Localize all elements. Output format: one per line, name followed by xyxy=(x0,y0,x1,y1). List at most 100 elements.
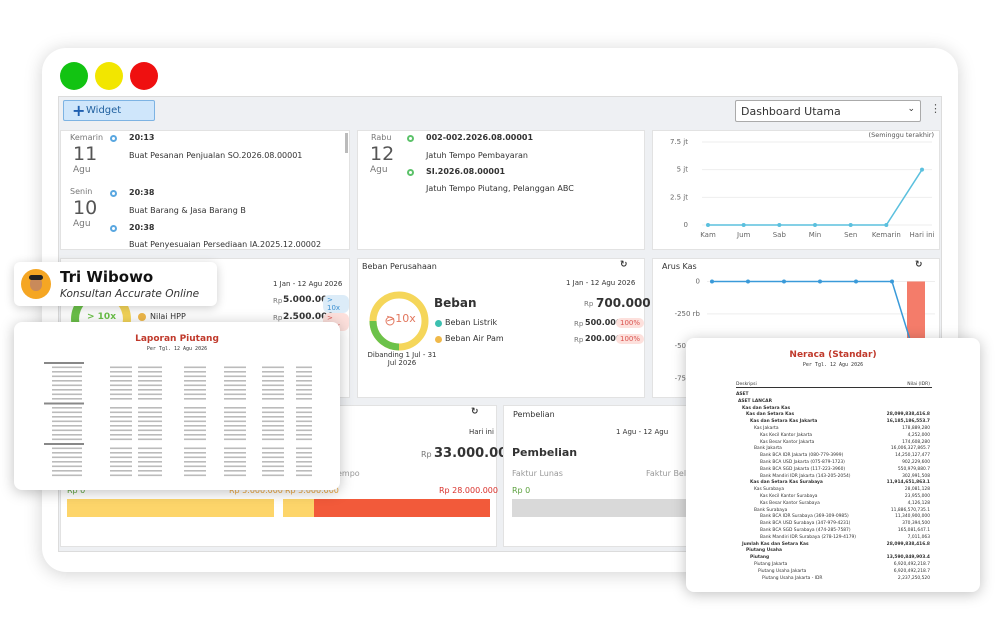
row: Bank BCA USD Jakarta (075-879-1723) 902,2… xyxy=(736,460,932,467)
point xyxy=(818,279,822,284)
button-label: Widget xyxy=(86,105,122,116)
pembelian-card: Pembelian 1 Agu - 12 Agu Pembelian Faktu… xyxy=(503,405,703,547)
point xyxy=(813,223,817,227)
compare: Dibanding 1 Jul - 31 Jul 2026 xyxy=(367,351,437,367)
point xyxy=(884,223,889,227)
activity-card: Kemarin 11 Agu 20:13 Buat Pesanan Penjua… xyxy=(60,130,350,250)
report-piutang: Laporan Piutang Per Tgl. 12 Agu 2026 xyxy=(14,322,340,490)
cell xyxy=(110,425,132,427)
row-name: Kas dan Setara Kas Surabaya xyxy=(750,480,823,486)
row: Bank BCA SGD Surabaya (474-285-7587) 165,… xyxy=(736,528,932,535)
event: Buat Pesanan Penjualan SO.2026.08.00001 xyxy=(129,151,303,160)
cell xyxy=(138,420,162,423)
item-value: 500.000 xyxy=(585,318,622,327)
amount: Rp 5.000.000 xyxy=(285,486,339,495)
cell xyxy=(110,452,132,454)
row-value: 13,590,849,903.4 xyxy=(886,555,930,561)
cell xyxy=(224,371,246,373)
legend: (Seminggu terakhir) xyxy=(869,131,934,139)
dot-red[interactable] xyxy=(130,62,158,90)
y-tick-label: 2.5 jt xyxy=(670,193,688,201)
widget-button[interactable]: + Widget xyxy=(63,100,155,121)
cell xyxy=(296,456,312,459)
refresh[interactable]: ↻ xyxy=(471,407,479,417)
row: Bank BCA SGD Jakarta (117-223-3960) 550,9… xyxy=(736,467,932,474)
cell xyxy=(296,393,312,396)
select-label: Dashboard Utama xyxy=(741,105,841,118)
row-head xyxy=(44,443,84,445)
cell xyxy=(224,425,246,427)
dot-yellow[interactable] xyxy=(95,62,123,90)
cell xyxy=(184,447,206,450)
refresh[interactable]: ↻ xyxy=(620,260,628,270)
x-tick-label: Sen xyxy=(844,231,857,239)
cell xyxy=(296,474,312,477)
row-head xyxy=(44,402,84,405)
cell xyxy=(184,366,206,369)
currency: Rp xyxy=(273,314,283,322)
row: Bank BCA IDR Surabaya (369-309-0985) 11,3… xyxy=(736,514,932,521)
row-value: 6,920,492,218.7 xyxy=(893,568,930,574)
row: Piutang Usaha Jakarta - IDR 2,237,250,520 xyxy=(736,576,932,583)
dot-green[interactable] xyxy=(60,62,88,90)
event: Buat Penyesuaian Persediaan IA.2025.12.0… xyxy=(129,240,322,249)
row-name: Kas Besar Kantor Jakarta xyxy=(760,439,815,445)
cell xyxy=(110,384,132,387)
row-name: Jumlah Kas dan Setara Kas xyxy=(742,541,809,547)
y-tick-label: -250 rb xyxy=(675,310,701,318)
cell xyxy=(262,434,284,436)
x-tick-label: Jum xyxy=(736,231,751,239)
cell xyxy=(296,465,312,468)
dashboard-select[interactable]: Dashboard Utama ⌄ xyxy=(735,100,921,122)
row: Piutang 13,590,849,903.4 xyxy=(736,555,932,562)
day: 12 xyxy=(370,143,395,165)
cell xyxy=(224,470,246,472)
cell xyxy=(296,398,312,400)
cell xyxy=(296,452,312,454)
cell xyxy=(184,474,206,477)
row-name: Bank Mandiri IDR Surabaya (278-129-4179) xyxy=(760,534,856,540)
cell xyxy=(52,366,82,369)
label: Faktur Bel xyxy=(646,469,687,478)
role: Konsultan Accurate Online xyxy=(60,288,200,300)
period: 1 Jan - 12 Agu 2026 xyxy=(566,279,636,287)
row-name: Kas dan Setara Kas xyxy=(742,405,791,411)
cell xyxy=(262,375,284,378)
point xyxy=(854,279,858,284)
cell xyxy=(138,438,162,441)
cell xyxy=(296,420,312,423)
cell xyxy=(110,429,132,432)
progress xyxy=(283,499,314,517)
row: Kas Kecil Kantor Jakarta 4,252,000 xyxy=(736,433,932,440)
row-value: 28,099,838,416.8 xyxy=(886,541,930,547)
cell xyxy=(110,434,132,436)
cell xyxy=(110,456,132,459)
cell xyxy=(224,393,246,396)
row: Piutang Usaha xyxy=(736,548,932,555)
row: Kas dan Setara Kas Jakarta 16,185,186,553… xyxy=(736,419,932,426)
row-value: 2,237,250,520 xyxy=(897,575,930,581)
due-card: Rabu 12 Agu 002-002.2026.08.00001 Jatuh … xyxy=(357,130,645,250)
cell xyxy=(110,416,132,418)
cell xyxy=(138,474,162,477)
cell xyxy=(262,398,284,400)
cell xyxy=(184,393,206,396)
row: Kas Kecil Kantor Surabaya 23,955,000 xyxy=(736,494,932,501)
badge: 100% xyxy=(616,334,645,344)
cell xyxy=(138,425,162,427)
scrollbar[interactable] xyxy=(345,133,348,153)
row-name: Bank Mandiri IDR Jakarta (143-205-2054) xyxy=(760,473,851,479)
cell xyxy=(52,456,82,459)
row-name: Bank BCA USD Jakarta (075-879-1723) xyxy=(760,459,845,465)
report-date: Per Tgl. 12 Agu 2026 xyxy=(146,346,208,352)
cell xyxy=(184,389,206,391)
cell xyxy=(224,411,246,414)
cell xyxy=(296,461,312,463)
code: 002-002.2026.08.00001 xyxy=(426,133,534,142)
menu-dots[interactable]: ⋮ xyxy=(930,102,941,115)
event: Buat Barang & Jasa Barang B xyxy=(129,206,246,215)
refresh[interactable]: ↻ xyxy=(915,260,923,270)
row-name: Kas Surabaya xyxy=(754,487,785,493)
row-value: 6,920,492,218.7 xyxy=(893,561,930,567)
cell xyxy=(262,447,284,450)
